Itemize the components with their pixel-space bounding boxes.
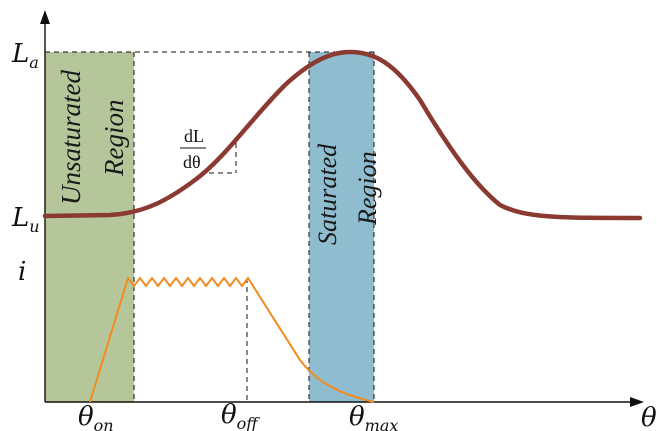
unsaturated-label-line1: Unsaturated	[56, 70, 86, 206]
unsaturated-region-label-2: Region	[99, 100, 129, 177]
saturated-label-line1: Saturated	[313, 143, 342, 245]
guide-lines	[45, 51, 375, 402]
unsaturated-region	[45, 52, 134, 402]
y-axis-arrow	[40, 10, 50, 24]
current-waveform	[89, 275, 375, 403]
unsaturated-region-label: Unsaturated	[56, 70, 86, 206]
saturated-region-label-2: Region	[353, 151, 382, 226]
saturated-label-line2: Region	[353, 151, 382, 226]
lu-label: Lu	[11, 203, 40, 236]
current-label: i	[18, 257, 26, 287]
theta-on-label: θon	[78, 402, 114, 431]
theta-max-label: θmax	[349, 402, 398, 431]
inductance-curve	[42, 49, 643, 221]
x-axis-arrow	[630, 397, 644, 407]
axes	[40, 10, 644, 407]
slope-numerator: dL	[184, 126, 204, 146]
slope-denominator: dθ	[183, 152, 201, 172]
saturated-region	[309, 52, 374, 402]
theta-off-label: θoff	[221, 400, 260, 431]
x-axis-label: θ	[641, 403, 657, 431]
la-label: La	[11, 39, 39, 72]
unsaturated-label-line2: Region	[99, 100, 129, 177]
slope-annotation: dL dθ	[180, 126, 206, 172]
saturated-region-label: Saturated	[313, 143, 342, 245]
